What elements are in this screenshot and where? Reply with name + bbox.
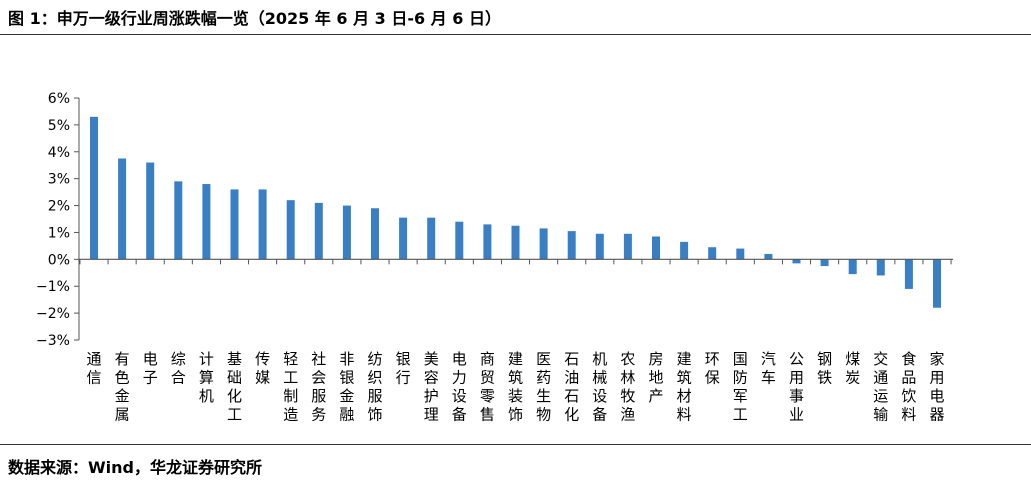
x-category-label: 家用电器 [929,350,944,424]
bar [90,116,98,260]
x-category-label: 传媒 [255,350,270,387]
y-tick-label: −3% [36,333,70,349]
x-category-label: 机械设备 [592,350,607,424]
x-category-label: 基础化工 [227,350,242,424]
x-category-label: 计算机 [199,350,214,405]
bar [286,200,295,260]
bar [174,181,183,260]
bar [118,158,127,260]
bar [848,259,857,275]
x-category-label: 有色金属 [115,350,130,424]
bar [764,253,773,260]
bar-chart: 6% 5% 4% 3% 2% 1% 0% −1% −2% −3% 通信有色金属电子综合计算机基础化… [36,91,954,424]
x-category-label: 轻工制造 [283,350,298,424]
x-category-label: 综合 [171,350,186,387]
bar [342,205,351,260]
bar [146,162,155,260]
category-labels: 通信有色金属电子综合计算机基础化工传媒轻工制造社会服务非银金融纺织服饰银行美容护… [86,350,944,424]
bar [427,217,436,260]
bar [511,225,520,260]
x-category-label: 煤炭 [845,350,860,387]
x-category-label: 非银金融 [339,350,354,424]
figure-title: 图 1：申万一级行业周涨跌幅一览（2025 年 6 月 3 日-6 月 6 日） [8,9,501,28]
y-tick-label: 5% [48,118,70,134]
bar [680,241,689,260]
x-category-label: 通信 [86,350,101,387]
bar [708,247,717,260]
bar [876,259,885,276]
bar [371,208,379,260]
x-category-label: 房地产 [648,350,663,405]
bar [736,248,745,260]
x-category-label: 国防军工 [733,350,748,424]
x-category-label: 交通运输 [873,350,888,424]
x-category-label: 食品饮料 [901,350,916,424]
x-category-label: 石油石化 [564,350,579,424]
bar [230,189,239,260]
x-category-label: 电力设备 [452,350,467,424]
x-category-label: 电子 [143,350,158,387]
y-axis: 6% 5% 4% 3% 2% 1% 0% −1% −2% −3% [36,91,80,349]
bar [539,228,548,260]
x-category-label: 农林牧渔 [620,350,635,424]
bar [652,236,660,260]
bottom-rule [0,444,1031,445]
bar [202,184,211,260]
x-category-label: 美容护理 [424,350,439,424]
y-tick-label: −2% [36,306,70,322]
bar [483,224,492,260]
x-axis [79,258,954,265]
y-tick-label: 6% [48,91,70,107]
bar [314,202,323,260]
y-tick-label: 3% [48,172,70,188]
bars [90,116,941,308]
y-tick-label: 1% [48,225,70,241]
bar [933,259,941,308]
x-category-label: 银行 [396,350,411,387]
bar [567,231,576,260]
x-category-label: 社会服务 [311,350,326,424]
bar [820,259,829,267]
x-category-label: 建筑装饰 [508,350,523,424]
bar [399,217,408,260]
x-category-label: 汽车 [761,350,776,387]
y-tick-label: 2% [48,199,70,215]
bar [258,189,267,260]
bar [792,259,801,264]
y-tick-label: 4% [48,145,70,161]
x-category-label: 环保 [705,350,720,387]
y-tick-label: −1% [36,279,70,295]
x-category-label: 医药生物 [536,350,551,424]
bar [455,221,464,260]
x-category-label: 建筑材料 [677,350,692,424]
figure-source: 数据来源：Wind，华龙证券研究所 [8,458,262,477]
bar [623,233,632,260]
x-category-label: 公用事业 [789,350,804,424]
top-rule [0,34,1031,35]
x-category-label: 商贸零售 [480,350,495,424]
x-category-label: 钢铁 [817,350,832,387]
x-category-label: 纺织服饰 [367,350,382,424]
bar [904,259,913,289]
bar [595,233,604,260]
y-tick-label: 0% [48,252,70,268]
